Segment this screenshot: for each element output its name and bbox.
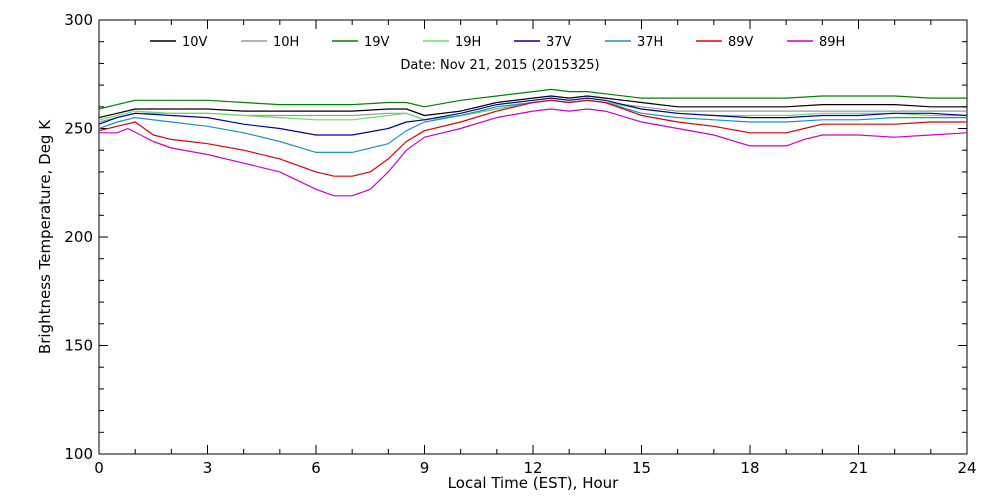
series-line-89v	[98, 99, 967, 177]
x-tick-label: 6	[311, 459, 321, 477]
plot-frame	[98, 19, 968, 455]
y-axis-ticks: 100 150 200 250 300	[64, 11, 967, 463]
legend-label-37v: 37V	[546, 35, 572, 50]
x-axis-ticks: 0 3 6 9 12 15 18 21 24	[94, 20, 977, 477]
legend-label-37h: 37H	[637, 35, 663, 50]
y-tick-label: 250	[64, 120, 93, 138]
x-axis-title: Local Time (EST), Hour	[448, 474, 619, 492]
x-tick-label: 24	[957, 459, 976, 477]
y-tick-label: 300	[64, 11, 93, 29]
x-tick-label: 9	[420, 459, 430, 477]
x-tick-label: 0	[94, 459, 104, 477]
x-tick-label: 12	[523, 459, 542, 477]
y-tick-label: 150	[64, 337, 93, 355]
x-tick-label: 21	[849, 459, 868, 477]
legend-label-19h: 19H	[455, 35, 481, 50]
legend-label-89v: 89V	[728, 35, 754, 50]
legend-label-89h: 89H	[819, 35, 845, 50]
y-tick-label: 100	[64, 445, 93, 463]
y-axis-title: Brightness Temperature, Deg K	[36, 119, 54, 354]
x-tick-label: 3	[203, 459, 213, 477]
series-line-10v	[98, 95, 967, 119]
legend-label-10v: 10V	[182, 35, 208, 50]
x-tick-label: 15	[632, 459, 651, 477]
series-line-19v	[98, 88, 967, 110]
series-line-37h	[98, 99, 967, 153]
series-line-89h	[99, 108, 968, 197]
series-lines	[98, 88, 968, 197]
legend-label-19v: 19V	[364, 35, 390, 50]
legend-label-10h: 10H	[273, 35, 299, 50]
x-tick-label: 18	[740, 459, 759, 477]
y-tick-label: 200	[64, 228, 93, 246]
series-line-37v	[98, 97, 968, 136]
legend: 10V 10H 19V 19H 37V 37H 89V 89H	[150, 35, 845, 50]
date-annotation: Date: Nov 21, 2015 (2015325)	[400, 58, 599, 73]
